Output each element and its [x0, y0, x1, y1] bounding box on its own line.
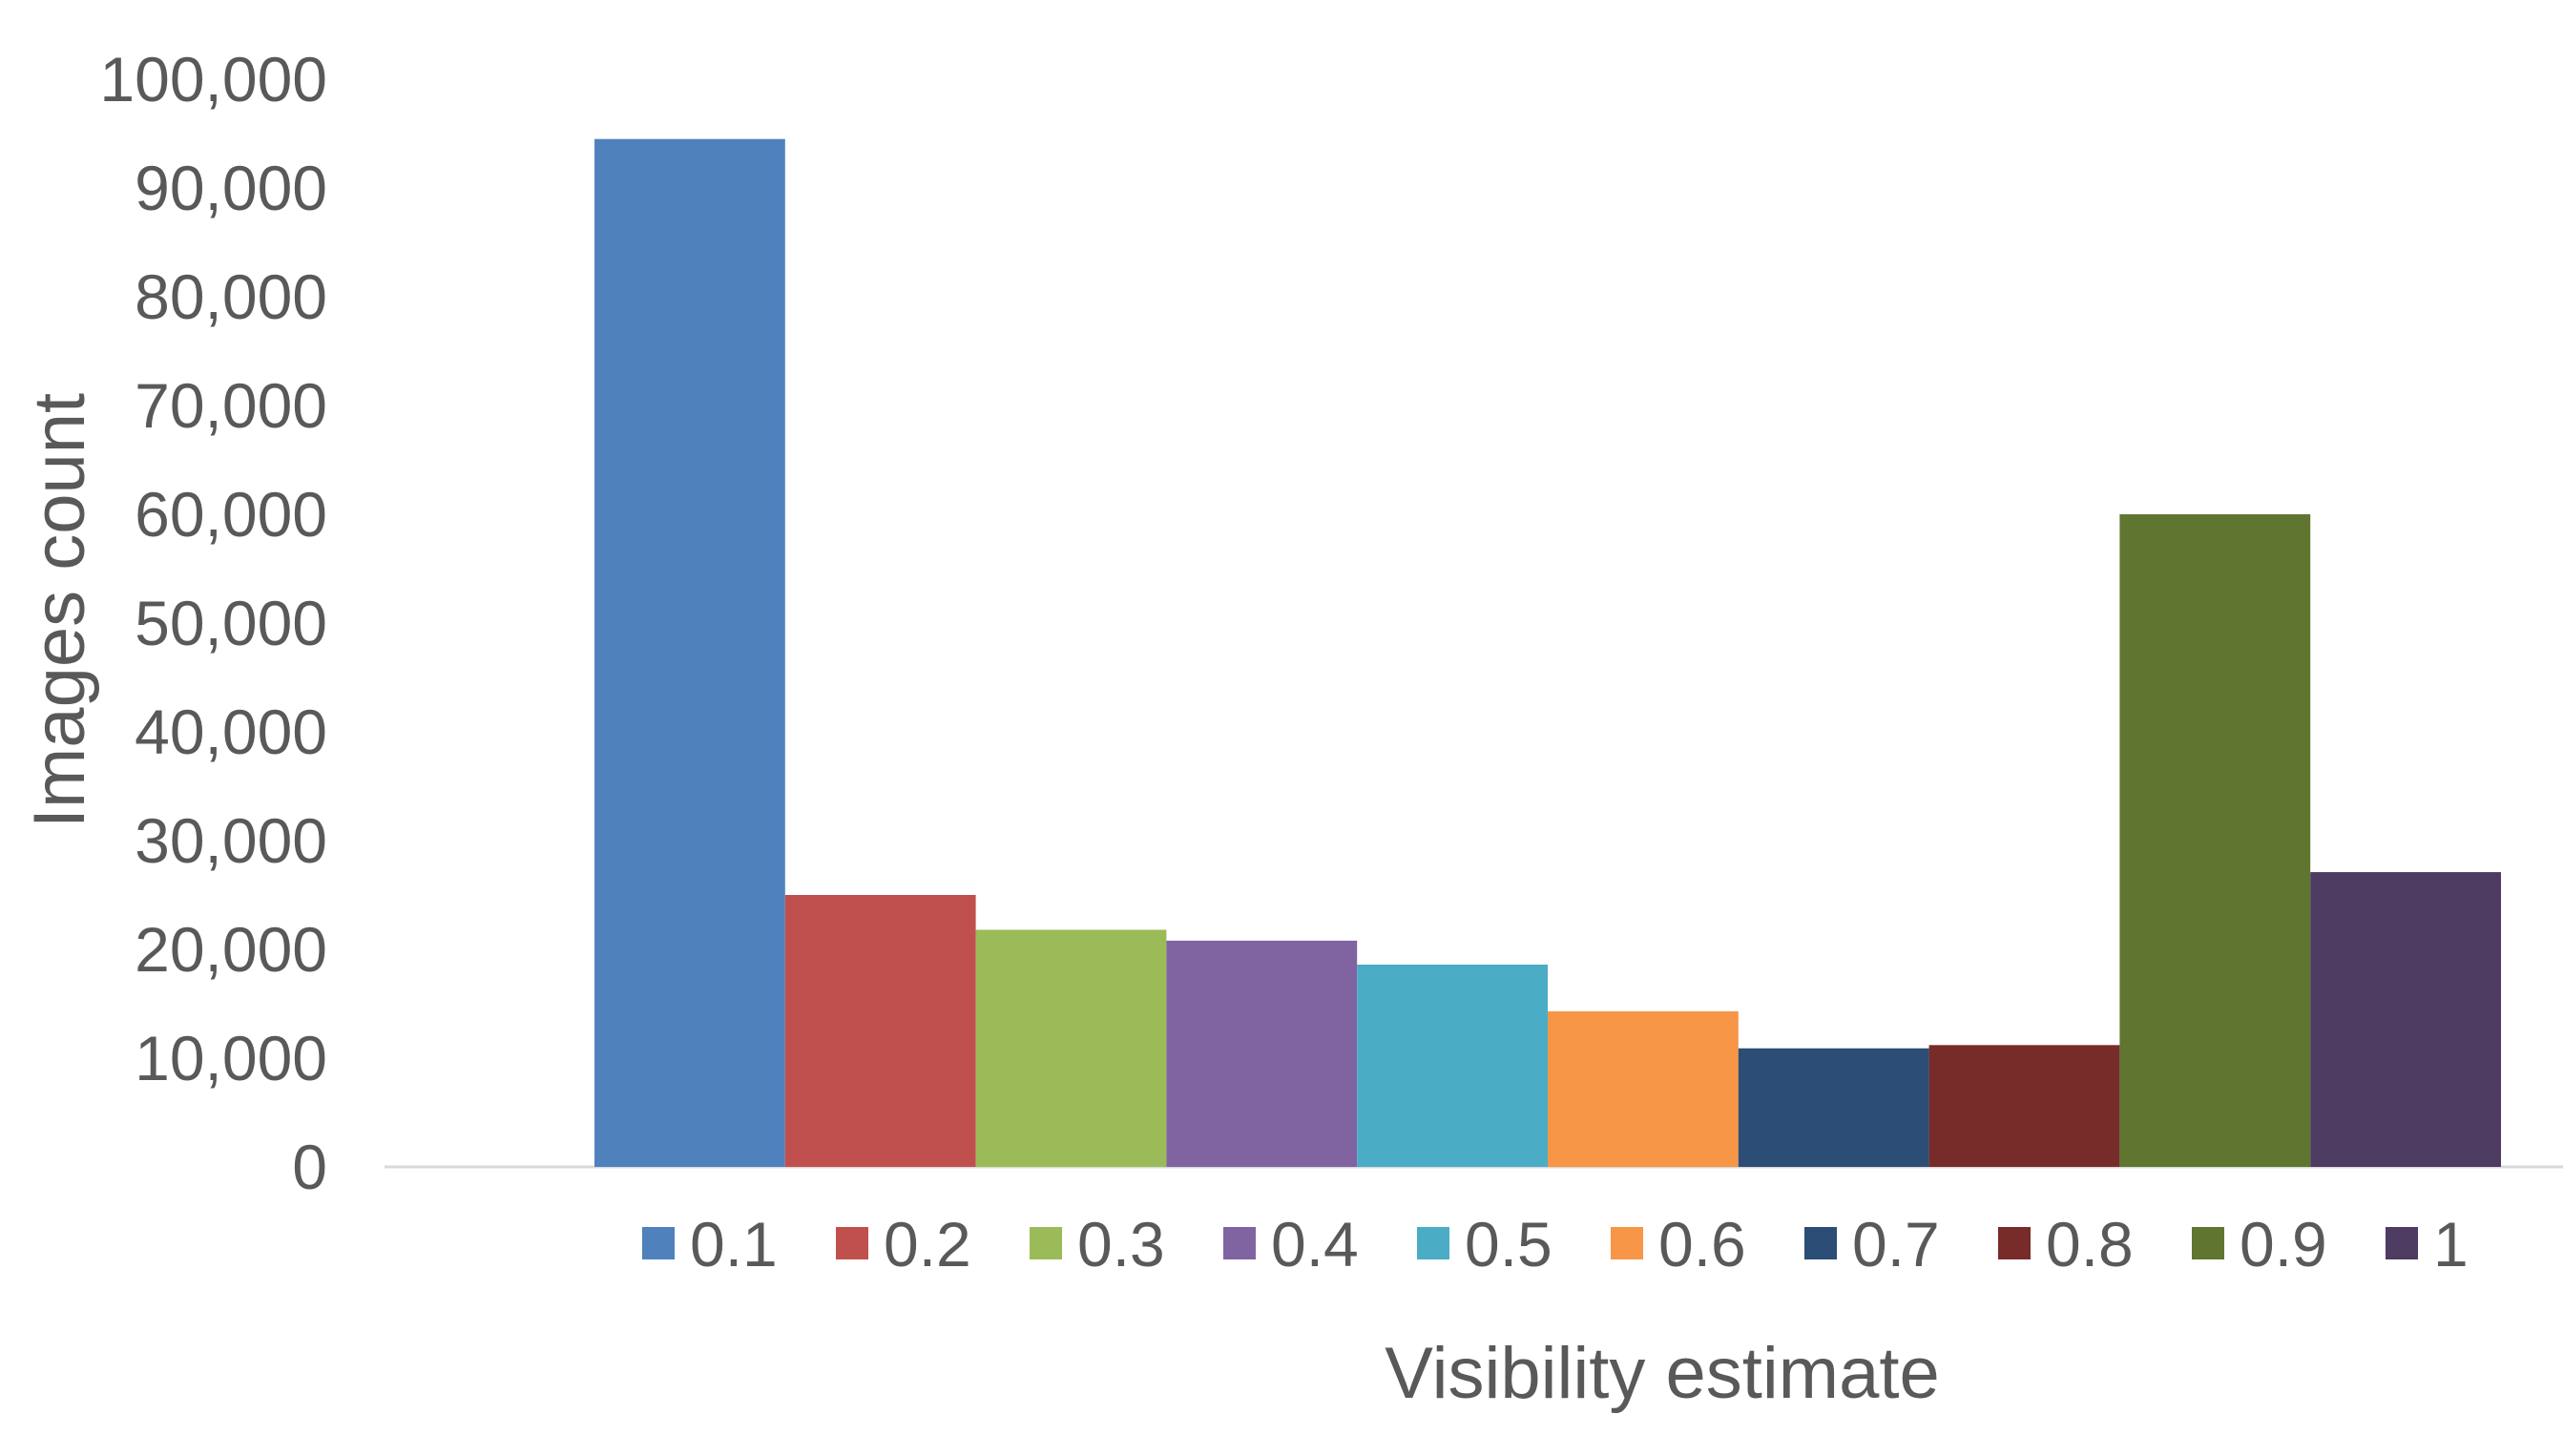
legend-swatch-0.1	[642, 1227, 675, 1259]
bars-group	[594, 138, 2501, 1168]
y-tick-label: 70,000	[135, 370, 327, 441]
legend-label-0.9: 0.9	[2240, 1209, 2327, 1279]
legend-swatch-1	[2386, 1227, 2418, 1259]
y-tick-label: 20,000	[135, 914, 327, 985]
legend-swatch-0.3	[1030, 1227, 1062, 1259]
legend-swatch-0.7	[1804, 1227, 1837, 1259]
bar-0.3	[975, 929, 1167, 1167]
legend-label-0.7: 0.7	[1852, 1209, 1940, 1279]
y-tick-label: 30,000	[135, 805, 327, 876]
bar-0.9	[2119, 514, 2311, 1167]
legend-label-0.6: 0.6	[1658, 1209, 1746, 1279]
y-axis-title: Images count	[19, 393, 100, 828]
legend-label-0.4: 0.4	[1271, 1209, 1359, 1279]
legend-swatch-0.8	[1998, 1227, 2031, 1259]
legend-label-1: 1	[2433, 1209, 2469, 1279]
bar-0.4	[1166, 940, 1358, 1167]
legend-label-0.2: 0.2	[884, 1209, 971, 1279]
legend: 0.1 0.2 0.3 0.4 0.5 0.6 0.7 0.8 0.9 1	[642, 1209, 2469, 1279]
y-tick-label: 40,000	[135, 697, 327, 767]
legend-label-0.5: 0.5	[1465, 1209, 1552, 1279]
y-tick-label: 90,000	[135, 153, 327, 223]
y-tick-label: 80,000	[135, 261, 327, 332]
legend-swatch-0.2	[836, 1227, 868, 1259]
y-tick-label: 10,000	[135, 1023, 327, 1093]
legend-swatch-0.9	[2192, 1227, 2224, 1259]
legend-swatch-0.4	[1223, 1227, 1256, 1259]
bar-1	[2310, 872, 2501, 1167]
legend-label-0.8: 0.8	[2046, 1209, 2134, 1279]
bar-0.8	[1928, 1045, 2120, 1167]
legend-swatch-0.5	[1417, 1227, 1449, 1259]
y-axis-ticks: 0 10,000 20,000 30,000 40,000 50,000 60,000 70,…	[99, 44, 327, 1202]
y-tick-label: 0	[292, 1132, 327, 1202]
bar-0.1	[594, 138, 785, 1168]
legend-label-0.3: 0.3	[1077, 1209, 1165, 1279]
y-tick-label: 60,000	[135, 479, 327, 550]
bar-0.6	[1548, 1010, 1739, 1167]
y-tick-label: 100,000	[99, 44, 327, 114]
bar-0.2	[784, 895, 976, 1167]
bar-0.5	[1357, 964, 1548, 1167]
y-tick-label: 50,000	[135, 588, 327, 658]
legend-label-0.1: 0.1	[690, 1209, 778, 1279]
x-axis-title: Visibility estimate	[1385, 1333, 1939, 1414]
legend-swatch-0.6	[1611, 1227, 1643, 1259]
bar-0.7	[1738, 1048, 1929, 1167]
